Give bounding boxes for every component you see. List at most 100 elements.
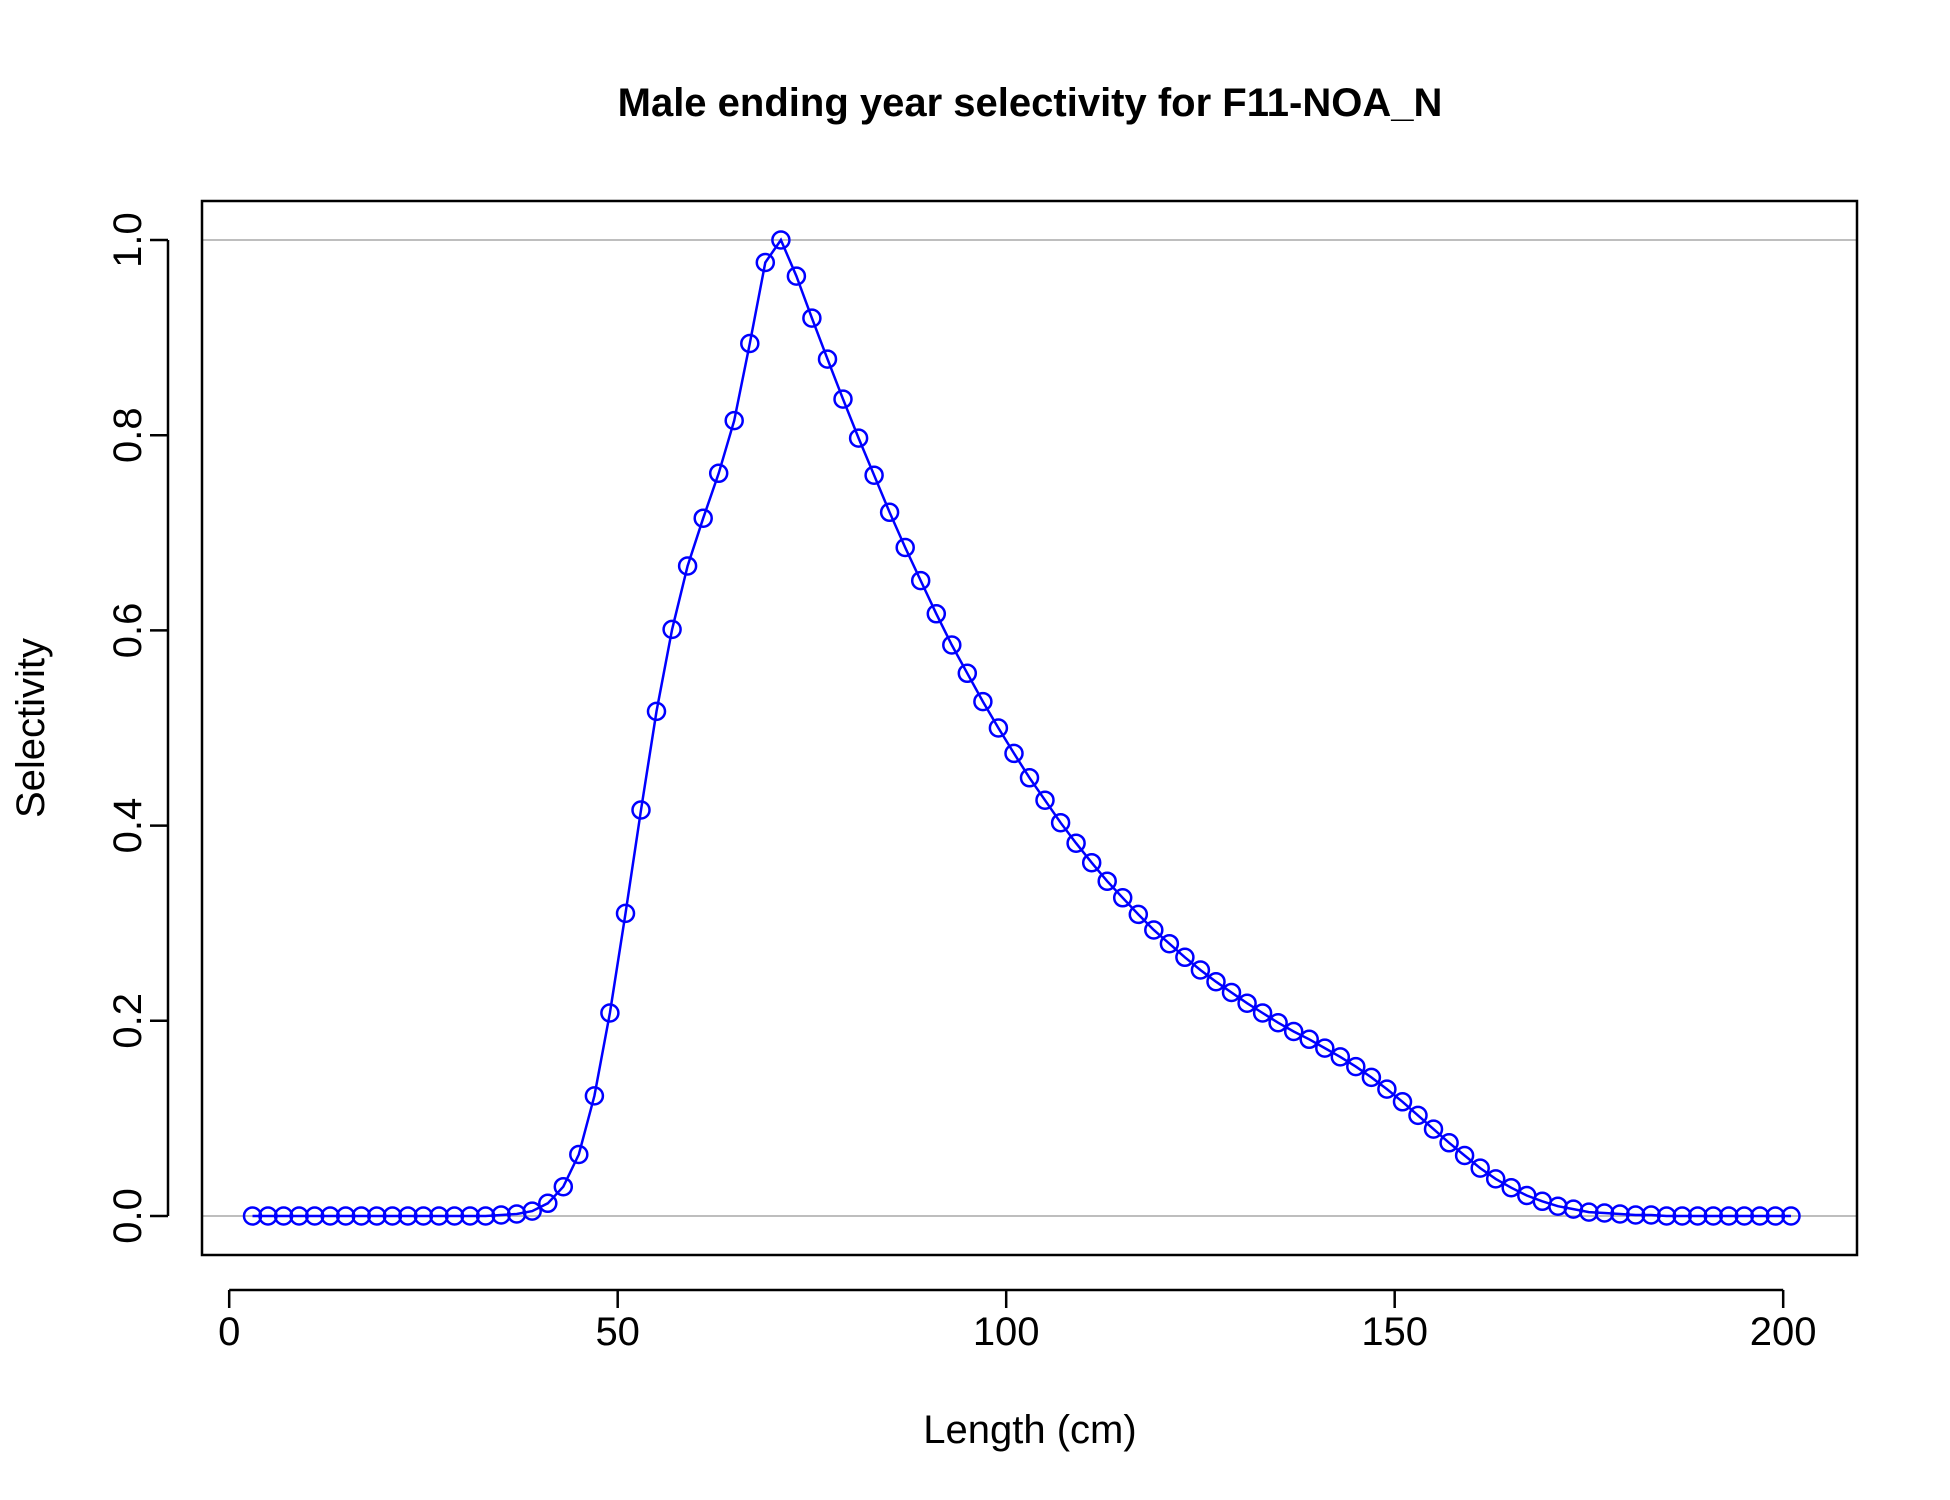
data-point [631,800,651,820]
x-tick-label: 0 [218,1310,240,1354]
x-tick-label: 150 [1361,1310,1428,1354]
x-axis: 0 50 100 150 200 [218,1288,1817,1354]
data-point [1361,1067,1382,1088]
data-point [600,1003,620,1023]
data-point [1377,1079,1397,1099]
data-point [1579,1202,1599,1222]
data-point [1594,1203,1615,1223]
data-point [1641,1205,1661,1225]
data-point [351,1206,372,1226]
data-point [1112,888,1133,908]
data-point [258,1206,278,1226]
data-point [1501,1177,1521,1198]
data-point [895,537,915,558]
data-point [553,1176,574,1197]
data-point [1252,1003,1273,1023]
data-point [522,1201,542,1221]
data-point [724,410,744,431]
data-point [817,349,838,369]
data-point [1004,743,1024,764]
data-point [942,635,962,655]
data-point [1454,1145,1475,1166]
data-point [926,604,947,624]
data-point [1672,1206,1692,1226]
data-point [273,1206,294,1226]
data-point [320,1206,340,1226]
data-point [662,619,682,640]
data-point [1703,1206,1724,1226]
data-point [335,1206,356,1226]
data-point [1035,790,1055,810]
data-point [848,428,869,448]
data-point [1470,1158,1490,1178]
data-point [910,570,931,591]
data-point [1734,1206,1755,1226]
data-point [755,252,776,273]
data-point [615,903,636,924]
data-point [1408,1105,1428,1126]
data-point [569,1144,589,1165]
data-point [289,1206,309,1226]
y-tick-label: 0.0 [106,1188,150,1244]
data-point [1050,812,1071,833]
data-point [1081,852,1102,873]
data-point [1144,920,1164,940]
y-tick-label: 0.2 [106,993,150,1049]
data-point [646,701,667,722]
data-point [1656,1206,1677,1226]
data-point [864,465,884,485]
data-point [1625,1205,1646,1225]
data-point [1750,1206,1770,1226]
data-point [1439,1133,1459,1153]
data-point [1190,960,1211,980]
data-point [1315,1038,1335,1058]
data-point [491,1205,511,1225]
data-point [957,663,978,684]
x-tick-label: 100 [973,1310,1040,1354]
data-point [1687,1206,1708,1226]
data-point [988,718,1009,738]
x-axis-label: Length (cm) [923,1408,1136,1452]
y-tick-label: 1.0 [106,212,150,268]
data-point [786,266,807,286]
data-point [677,556,698,576]
data-point [538,1193,558,1214]
data-point [475,1206,496,1226]
data-point [1485,1169,1506,1189]
data-point [1019,768,1040,788]
data-point [1346,1056,1366,1077]
data-point [304,1206,325,1226]
data-point [1283,1021,1304,1042]
data-point [771,230,791,250]
data-point [1423,1119,1444,1139]
data-point [802,308,822,328]
y-tick-label: 0.8 [106,407,150,463]
data-point [460,1206,480,1226]
data-point [1128,904,1149,925]
data-point [1221,982,1242,1003]
data-point [740,333,760,354]
data-point [1268,1012,1288,1033]
data-point [1175,947,1195,968]
y-axis: 0.0 0.2 0.4 0.6 0.8 1.0 [106,212,170,1244]
data-point [444,1206,465,1226]
data-point [1097,871,1117,891]
data-point [1299,1029,1319,1050]
data-point [584,1086,605,1106]
data-point [1330,1047,1351,1067]
data-point [1719,1206,1739,1226]
data-point [973,691,993,712]
plot-frame [200,199,1859,1257]
y-axis-label: Selectivity [9,638,53,818]
data-point [1781,1206,1801,1226]
data-point [429,1206,449,1226]
y-tick-label: 0.6 [106,603,150,659]
y-tick-label: 0.4 [106,798,150,854]
data-point [1765,1206,1786,1226]
x-tick-label: 50 [595,1310,640,1354]
data-point [1237,993,1257,1013]
data-point [1206,971,1226,992]
selectivity-series [242,230,1801,1226]
